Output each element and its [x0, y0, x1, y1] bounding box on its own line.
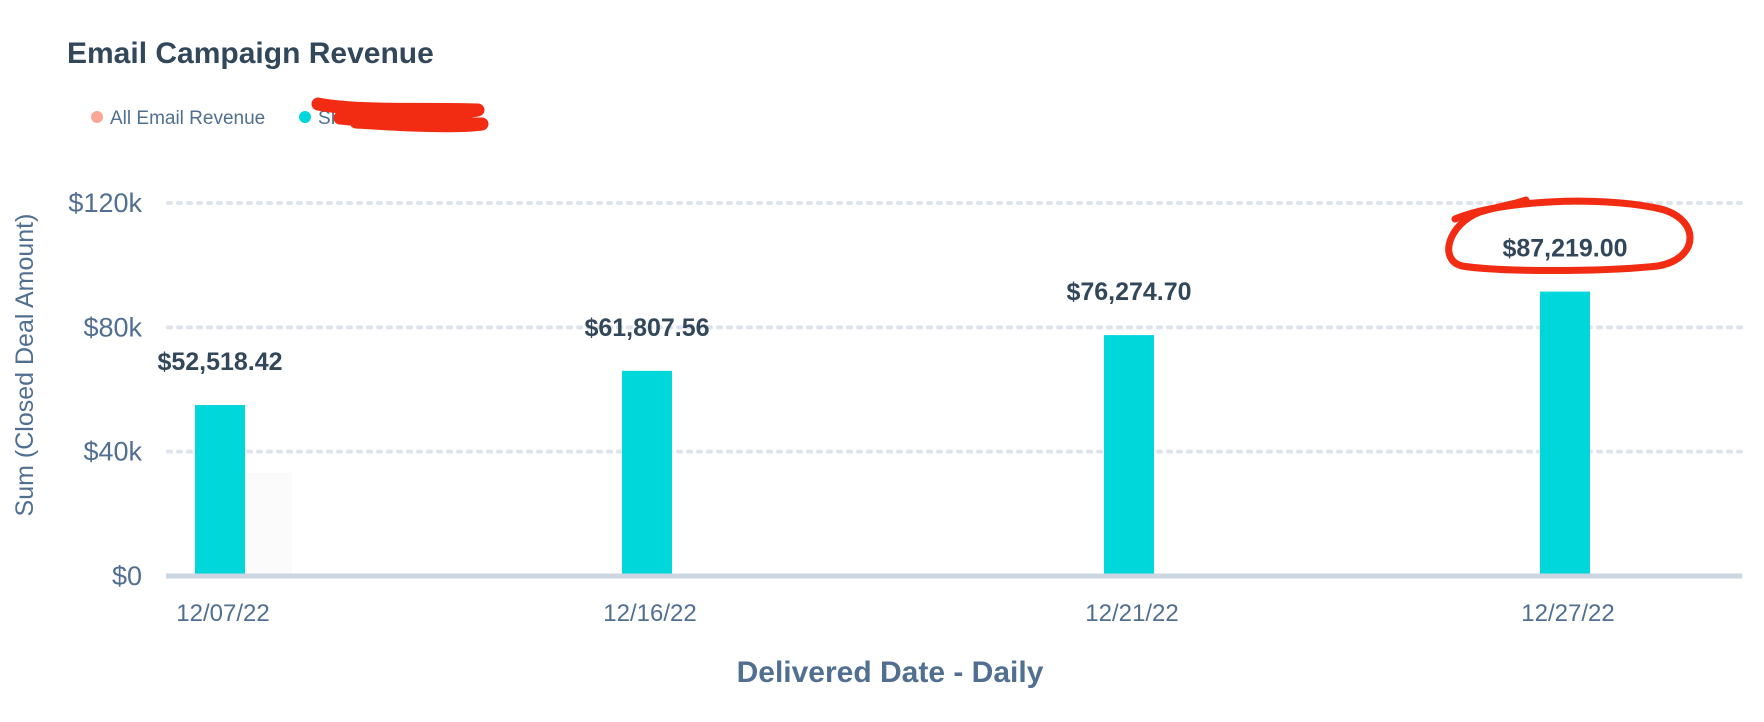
data-labels: $52,518.42 $61,807.56 $76,274.70 $87,219.00: [157, 235, 1627, 376]
y-tick-label: $40k: [83, 437, 142, 467]
data-label: $87,219.00: [1502, 235, 1627, 263]
data-label: $76,274.70: [1066, 278, 1191, 306]
bar[interactable]: [1540, 291, 1590, 576]
legend: All Email Revenue SKU: [91, 97, 489, 133]
y-axis-ticks: $0 $40k $80k $120k: [68, 188, 142, 591]
x-tick-label: 12/16/22: [603, 600, 696, 627]
bar[interactable]: [622, 370, 672, 576]
gridlines: [166, 201, 1747, 454]
x-tick-label: 12/07/22: [176, 600, 269, 627]
y-tick-label: $120k: [68, 188, 142, 218]
highlight-circle: [1445, 196, 1694, 274]
data-label: $52,518.42: [157, 348, 282, 376]
legend-marker-all-email-revenue: [91, 111, 103, 123]
y-axis-label: Sum (Closed Deal Amount): [11, 214, 39, 517]
y-tick-label: $0: [112, 561, 142, 591]
x-tick-label: 12/21/22: [1085, 600, 1178, 627]
bar[interactable]: [195, 405, 245, 576]
ghost-bar: [244, 473, 292, 576]
data-label: $61,807.56: [584, 314, 709, 342]
redaction-scribble: [311, 97, 489, 133]
x-axis-ticks: 12/07/22 12/16/22 12/21/22 12/27/22: [176, 600, 1614, 627]
chart-title: Email Campaign Revenue: [67, 37, 434, 70]
legend-marker-sku: [299, 111, 311, 123]
x-axis-label: Delivered Date - Daily: [737, 656, 1044, 689]
bar[interactable]: [1104, 335, 1154, 576]
y-tick-label: $80k: [83, 312, 142, 342]
x-tick-label: 12/27/22: [1521, 600, 1614, 627]
legend-label-all-email-revenue: All Email Revenue: [110, 108, 265, 129]
bars: [195, 291, 1590, 576]
